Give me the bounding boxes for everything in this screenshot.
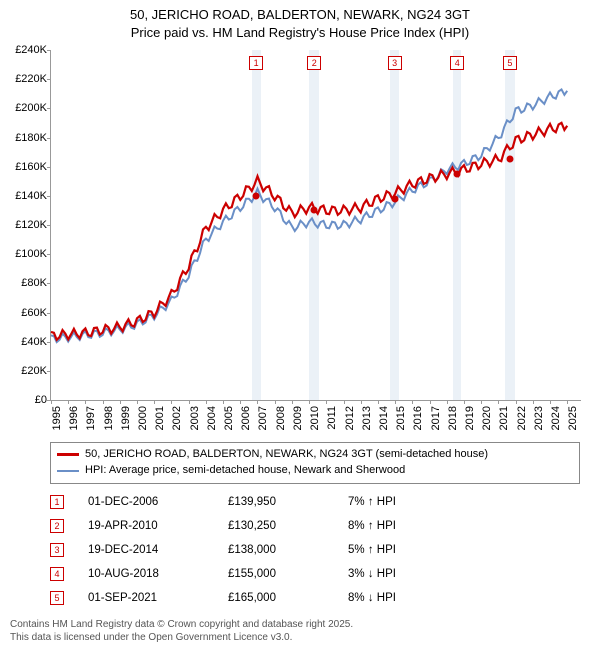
x-tick-label: 1998 [103,406,115,446]
sale-marker-1: 1 [249,56,263,70]
legend-swatch-price [57,453,79,456]
sale-row-delta: 3% ↓ HPI [348,568,458,580]
series-hpi [51,89,567,342]
title-line-2: Price paid vs. HM Land Registry's House … [131,25,469,40]
sale-marker-5: 5 [503,56,517,70]
sale-row-price: £138,000 [228,544,348,556]
x-tick-label: 2008 [275,406,287,446]
sale-row-num: 2 [50,519,64,533]
y-tick-label: £160K [5,161,47,173]
y-tick-label: £140K [5,190,47,202]
sale-row-date: 01-SEP-2021 [88,592,228,604]
sale-row-date: 19-APR-2010 [88,520,228,532]
sale-row-date: 19-DEC-2014 [88,544,228,556]
x-tick-label: 2021 [498,406,510,446]
sale-row-price: £139,950 [228,496,348,508]
x-tick-label: 2000 [137,406,149,446]
sale-dot-5 [506,156,513,163]
y-tick-label: £40K [5,336,47,348]
legend-label-price: 50, JERICHO ROAD, BALDERTON, NEWARK, NG2… [85,447,488,463]
sale-row-num: 5 [50,591,64,605]
x-tick-label: 2023 [533,406,545,446]
sale-row-num: 1 [50,495,64,509]
y-tick-label: £20K [5,365,47,377]
x-tick-label: 2004 [206,406,218,446]
series-price_paid [51,123,567,340]
sale-dot-2 [311,207,318,214]
sales-table: 1 01-DEC-2006£139,9507% ↑ HPI 2 19-APR-2010… [50,490,580,610]
y-tick-label: £200K [5,102,47,114]
sale-row-date: 10-AUG-2018 [88,568,228,580]
sale-marker-3: 3 [388,56,402,70]
x-tick-label: 2022 [516,406,528,446]
y-tick-label: £80K [5,277,47,289]
sale-row-delta: 5% ↑ HPI [348,544,458,556]
sale-row: 5 01-SEP-2021£165,0008% ↓ HPI [50,586,580,610]
y-tick-label: £240K [5,44,47,56]
x-tick-label: 2011 [326,406,338,446]
plot-region: £0£20K£40K£60K£80K£100K£120K£140K£160K£1… [50,50,581,401]
x-tick-label: 1997 [85,406,97,446]
chart-area: £0£20K£40K£60K£80K£100K£120K£140K£160K£1… [50,50,580,400]
y-tick-label: £220K [5,73,47,85]
x-tick-label: 1996 [68,406,80,446]
sale-marker-4: 4 [450,56,464,70]
legend-row-1: 50, JERICHO ROAD, BALDERTON, NEWARK, NG2… [57,447,573,463]
x-tick-label: 2009 [292,406,304,446]
x-tick-label: 2001 [154,406,166,446]
sale-row: 4 10-AUG-2018£155,0003% ↓ HPI [50,562,580,586]
x-tick-label: 1999 [120,406,132,446]
line-svg [51,50,581,400]
footer: Contains HM Land Registry data © Crown c… [10,618,353,644]
legend-box: 50, JERICHO ROAD, BALDERTON, NEWARK, NG2… [50,442,580,484]
sale-dot-3 [391,195,398,202]
x-tick-label: 2006 [240,406,252,446]
x-tick-label: 2013 [361,406,373,446]
x-tick-label: 2003 [189,406,201,446]
sale-row: 2 19-APR-2010£130,2508% ↑ HPI [50,514,580,538]
x-tick-label: 2012 [344,406,356,446]
sale-row-delta: 8% ↑ HPI [348,520,458,532]
sale-marker-2: 2 [307,56,321,70]
sale-row: 3 19-DEC-2014£138,0005% ↑ HPI [50,538,580,562]
sale-row-price: £155,000 [228,568,348,580]
sale-row-delta: 7% ↑ HPI [348,496,458,508]
x-tick-label: 2002 [171,406,183,446]
chart-container: 50, JERICHO ROAD, BALDERTON, NEWARK, NG2… [0,0,600,650]
x-tick-label: 2024 [550,406,562,446]
legend-swatch-hpi [57,470,79,473]
x-tick-label: 2025 [567,406,579,446]
sale-row-date: 01-DEC-2006 [88,496,228,508]
x-tick-label: 2019 [464,406,476,446]
y-tick-label: £60K [5,307,47,319]
x-tick-label: 2018 [447,406,459,446]
x-tick-label: 2005 [223,406,235,446]
y-tick-label: £120K [5,219,47,231]
sale-dot-4 [454,170,461,177]
y-tick-label: £100K [5,248,47,260]
chart-title: 50, JERICHO ROAD, BALDERTON, NEWARK, NG2… [0,0,600,41]
sale-row: 1 01-DEC-2006£139,9507% ↑ HPI [50,490,580,514]
x-tick-label: 2016 [412,406,424,446]
legend-label-hpi: HPI: Average price, semi-detached house,… [85,463,405,479]
footer-line-2: This data is licensed under the Open Gov… [10,632,292,643]
x-tick-label: 2014 [378,406,390,446]
x-tick-label: 1995 [51,406,63,446]
footer-line-1: Contains HM Land Registry data © Crown c… [10,619,353,630]
title-line-1: 50, JERICHO ROAD, BALDERTON, NEWARK, NG2… [130,7,470,22]
x-tick-label: 2017 [430,406,442,446]
legend-row-2: HPI: Average price, semi-detached house,… [57,463,573,479]
sale-dot-1 [253,192,260,199]
sale-row-price: £130,250 [228,520,348,532]
sale-row-price: £165,000 [228,592,348,604]
y-tick-label: £180K [5,132,47,144]
y-tick-label: £0 [5,394,47,406]
x-tick-label: 2020 [481,406,493,446]
x-tick-label: 2007 [257,406,269,446]
sale-row-delta: 8% ↓ HPI [348,592,458,604]
sale-row-num: 4 [50,567,64,581]
x-tick-label: 2015 [395,406,407,446]
sale-row-num: 3 [50,543,64,557]
x-tick-label: 2010 [309,406,321,446]
